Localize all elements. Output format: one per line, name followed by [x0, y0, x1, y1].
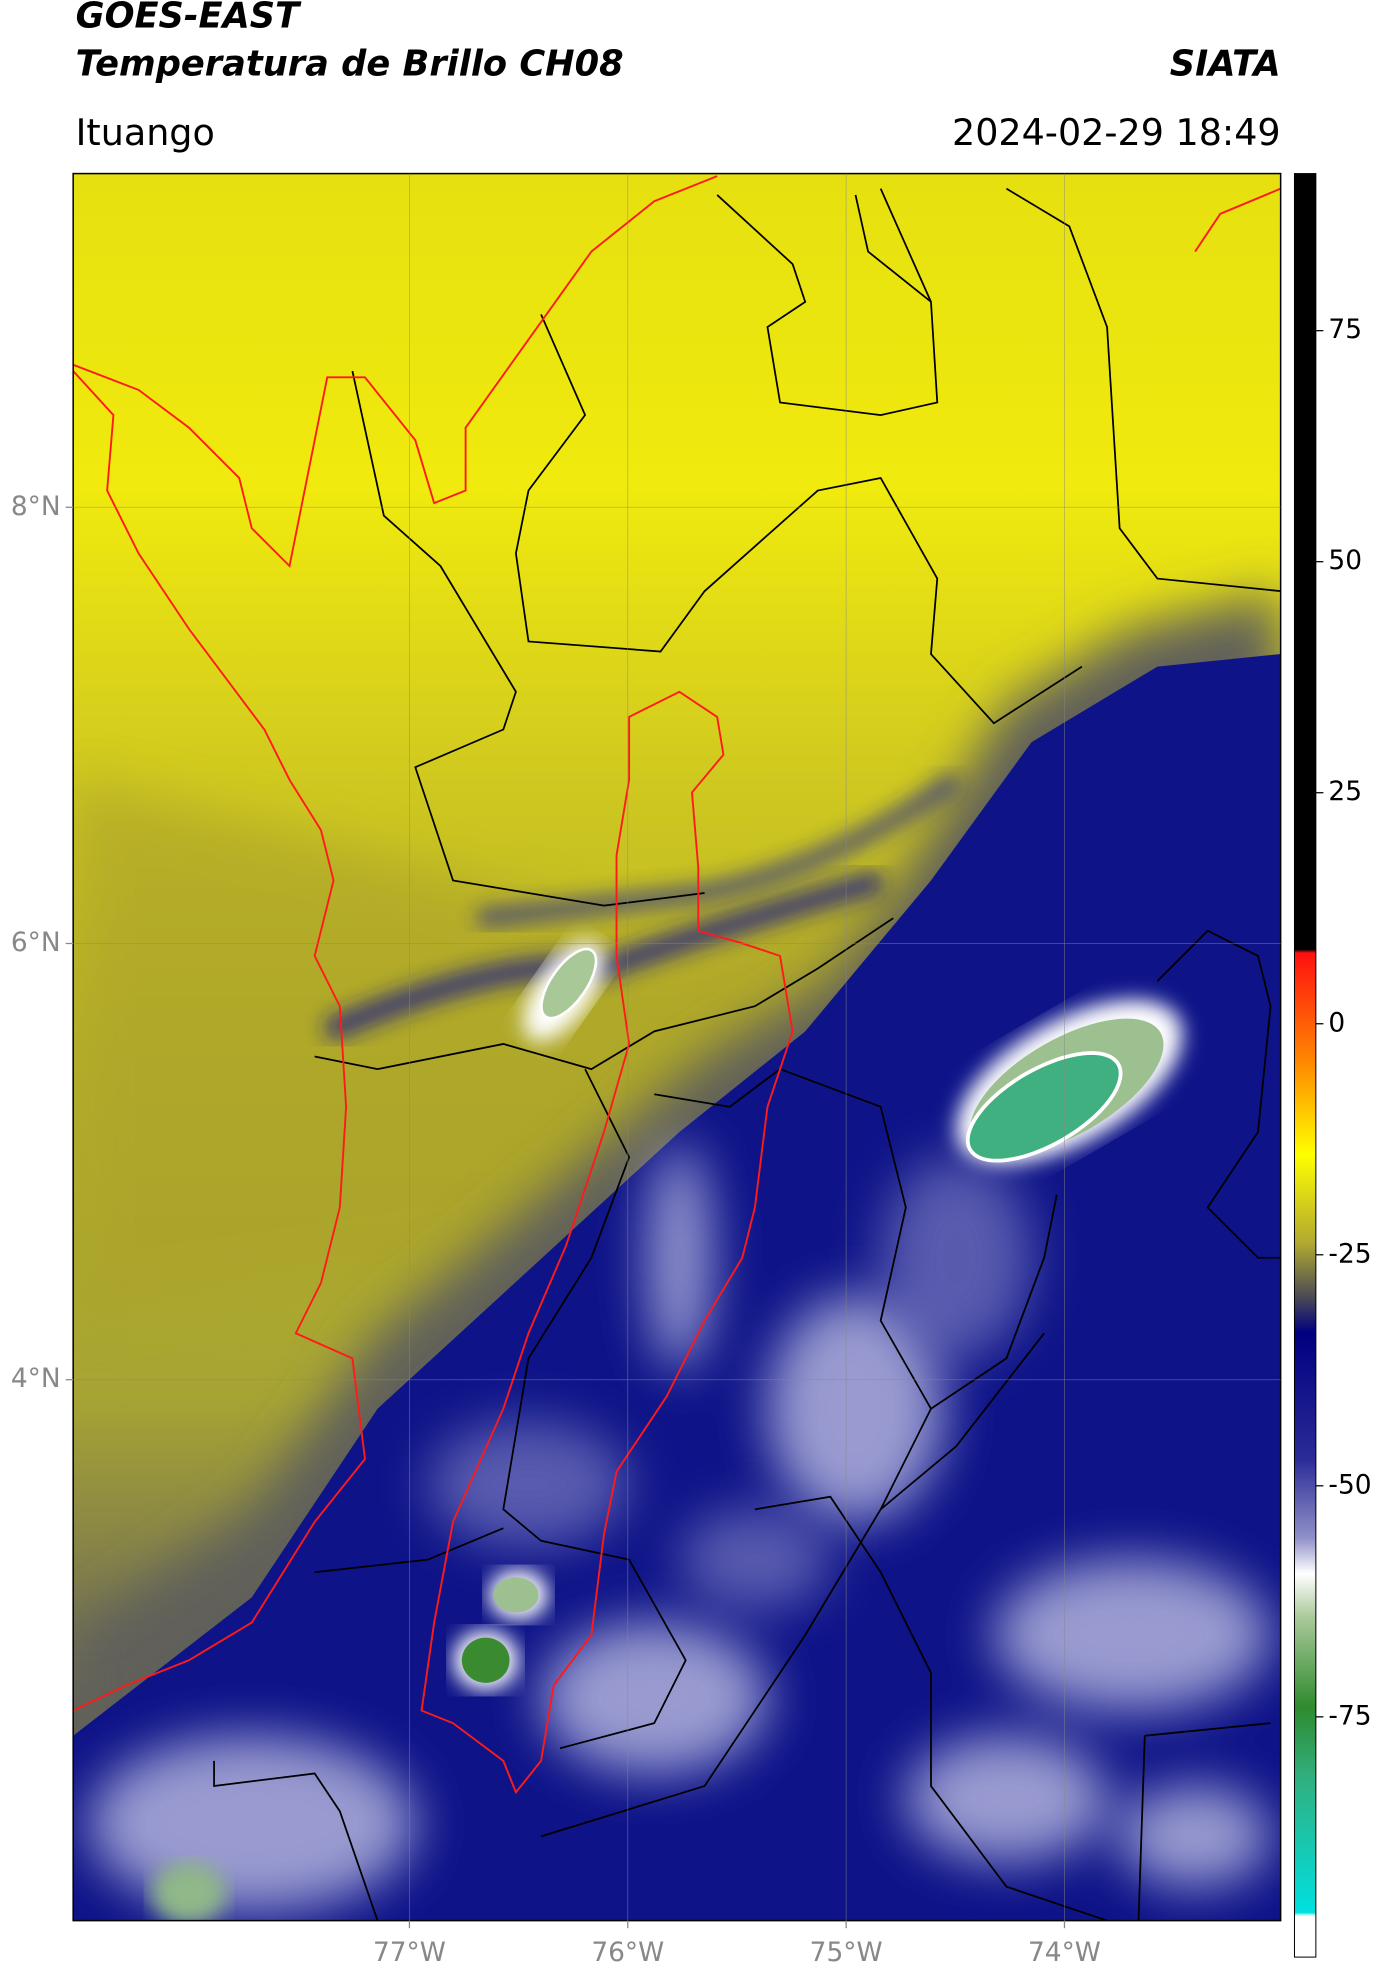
x-tick-label: 76°W: [591, 1937, 664, 1968]
colorbar-tick-label: 75: [1328, 314, 1362, 345]
x-tick-label: 75°W: [810, 1937, 883, 1968]
y-tick-label: 4°N: [11, 1363, 61, 1394]
title: GOES-EAST: [76, 0, 302, 37]
colorbar-tick-label: 50: [1328, 545, 1362, 576]
colorbar: [1293, 173, 1317, 1958]
colorbar-tick-label: -75: [1328, 1700, 1371, 1731]
agency: SIATA: [1170, 43, 1281, 84]
subtitle: Temperatura de Brillo CH08: [76, 43, 624, 84]
graticule: [73, 173, 1281, 1921]
y-tick-label: 8°N: [11, 491, 61, 522]
datetime: 2024-02-29 18:49: [952, 111, 1281, 154]
map-frame: [72, 172, 1282, 1922]
y-tick-label: 6°N: [11, 927, 61, 958]
x-tick-label: 77°W: [373, 1937, 446, 1968]
colorbar-tick-label: 25: [1328, 776, 1362, 807]
x-tick-label: 74°W: [1028, 1937, 1101, 1968]
colorbar-tick-label: -25: [1328, 1238, 1371, 1269]
colorbar-tick-label: 0: [1328, 1007, 1345, 1038]
location: Ituango: [76, 111, 215, 154]
colorbar-tick-label: -50: [1328, 1469, 1371, 1500]
map-image: [73, 173, 1281, 1921]
